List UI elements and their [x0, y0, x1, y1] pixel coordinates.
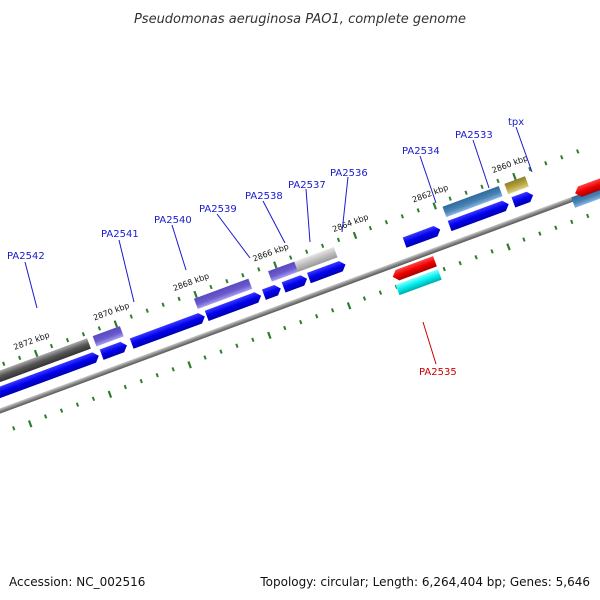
genome-track: 2872 kbp 2870 kbp 2868 kbp 2866 kbp 2864…: [0, 149, 600, 431]
scale-label: 2864 kbp: [331, 212, 369, 234]
gene-bar-PA2533[interactable]: [442, 185, 503, 218]
cds-arrow[interactable]: [511, 190, 535, 208]
accession-text: Accession: NC_002516: [9, 575, 145, 589]
gene-bar-PA2536[interactable]: [294, 247, 338, 272]
scale-ticks-inner: [12, 213, 590, 431]
cds-arrow-reverse[interactable]: [391, 256, 437, 282]
gene-label-PA2539[interactable]: PA2539: [199, 204, 237, 215]
gene-labels: PA2542 PA2541 PA2540 PA2539 PA2538 PA253…: [7, 117, 524, 378]
scale-ticks-outer: [2, 149, 580, 366]
gene-label-PA2534[interactable]: PA2534: [402, 146, 440, 157]
gene-bar-PA2535[interactable]: [395, 269, 442, 296]
gene-track-reverse: [391, 172, 600, 296]
genome-title: Pseudomonas aeruginosa PAO1, complete ge…: [134, 12, 466, 27]
gene-label-PA2541[interactable]: PA2541: [101, 229, 139, 240]
scale-label: 2860 kbp: [491, 153, 529, 175]
gene-bar-PA2537[interactable]: [268, 261, 299, 282]
gene-label-PA2537[interactable]: PA2537: [288, 180, 326, 191]
gene-callouts: [24, 126, 533, 365]
gene-bar-offscreen-right[interactable]: [571, 176, 600, 208]
cds-arrow[interactable]: [0, 351, 101, 407]
gene-label-PA2540[interactable]: PA2540: [154, 215, 192, 226]
gene-label-PA2538[interactable]: PA2538: [245, 191, 283, 202]
gene-bar-PA2541[interactable]: [92, 326, 124, 347]
scale-label: 2868 kbp: [172, 271, 210, 293]
scale-label: 2866 kbp: [252, 242, 290, 264]
cds-arrow[interactable]: [204, 291, 263, 322]
gene-label-PA2535[interactable]: PA2535: [419, 367, 457, 378]
genome-backbone: [0, 179, 600, 421]
gene-label-PA2536[interactable]: PA2536: [330, 168, 368, 179]
scale-label: 2870 kbp: [92, 301, 130, 323]
cds-arrow-reverse[interactable]: [573, 172, 600, 199]
gene-label-PA2542[interactable]: PA2542: [7, 251, 45, 262]
gene-label-tpx[interactable]: tpx: [508, 117, 524, 128]
genome-summary-text: Topology: circular; Length: 6,264,404 bp…: [259, 575, 590, 589]
cds-arrow[interactable]: [447, 199, 511, 232]
cds-arrow[interactable]: [307, 259, 347, 284]
scale-labels: 2872 kbp 2870 kbp 2868 kbp 2866 kbp 2864…: [12, 153, 529, 351]
cds-arrow[interactable]: [262, 283, 283, 300]
gene-label-PA2533[interactable]: PA2533: [455, 130, 493, 141]
gene-bar-PA2542[interactable]: [0, 338, 91, 390]
gene-bar-tpx[interactable]: [504, 176, 529, 195]
cds-arrow[interactable]: [99, 340, 129, 360]
cds-arrow[interactable]: [129, 311, 207, 349]
gene-track-forward: [0, 176, 600, 407]
cds-arrow[interactable]: [402, 224, 442, 248]
cds-arrow[interactable]: [281, 274, 309, 293]
scale-label: 2872 kbp: [12, 330, 50, 352]
gene-bar-PA2539[interactable]: [193, 278, 253, 310]
